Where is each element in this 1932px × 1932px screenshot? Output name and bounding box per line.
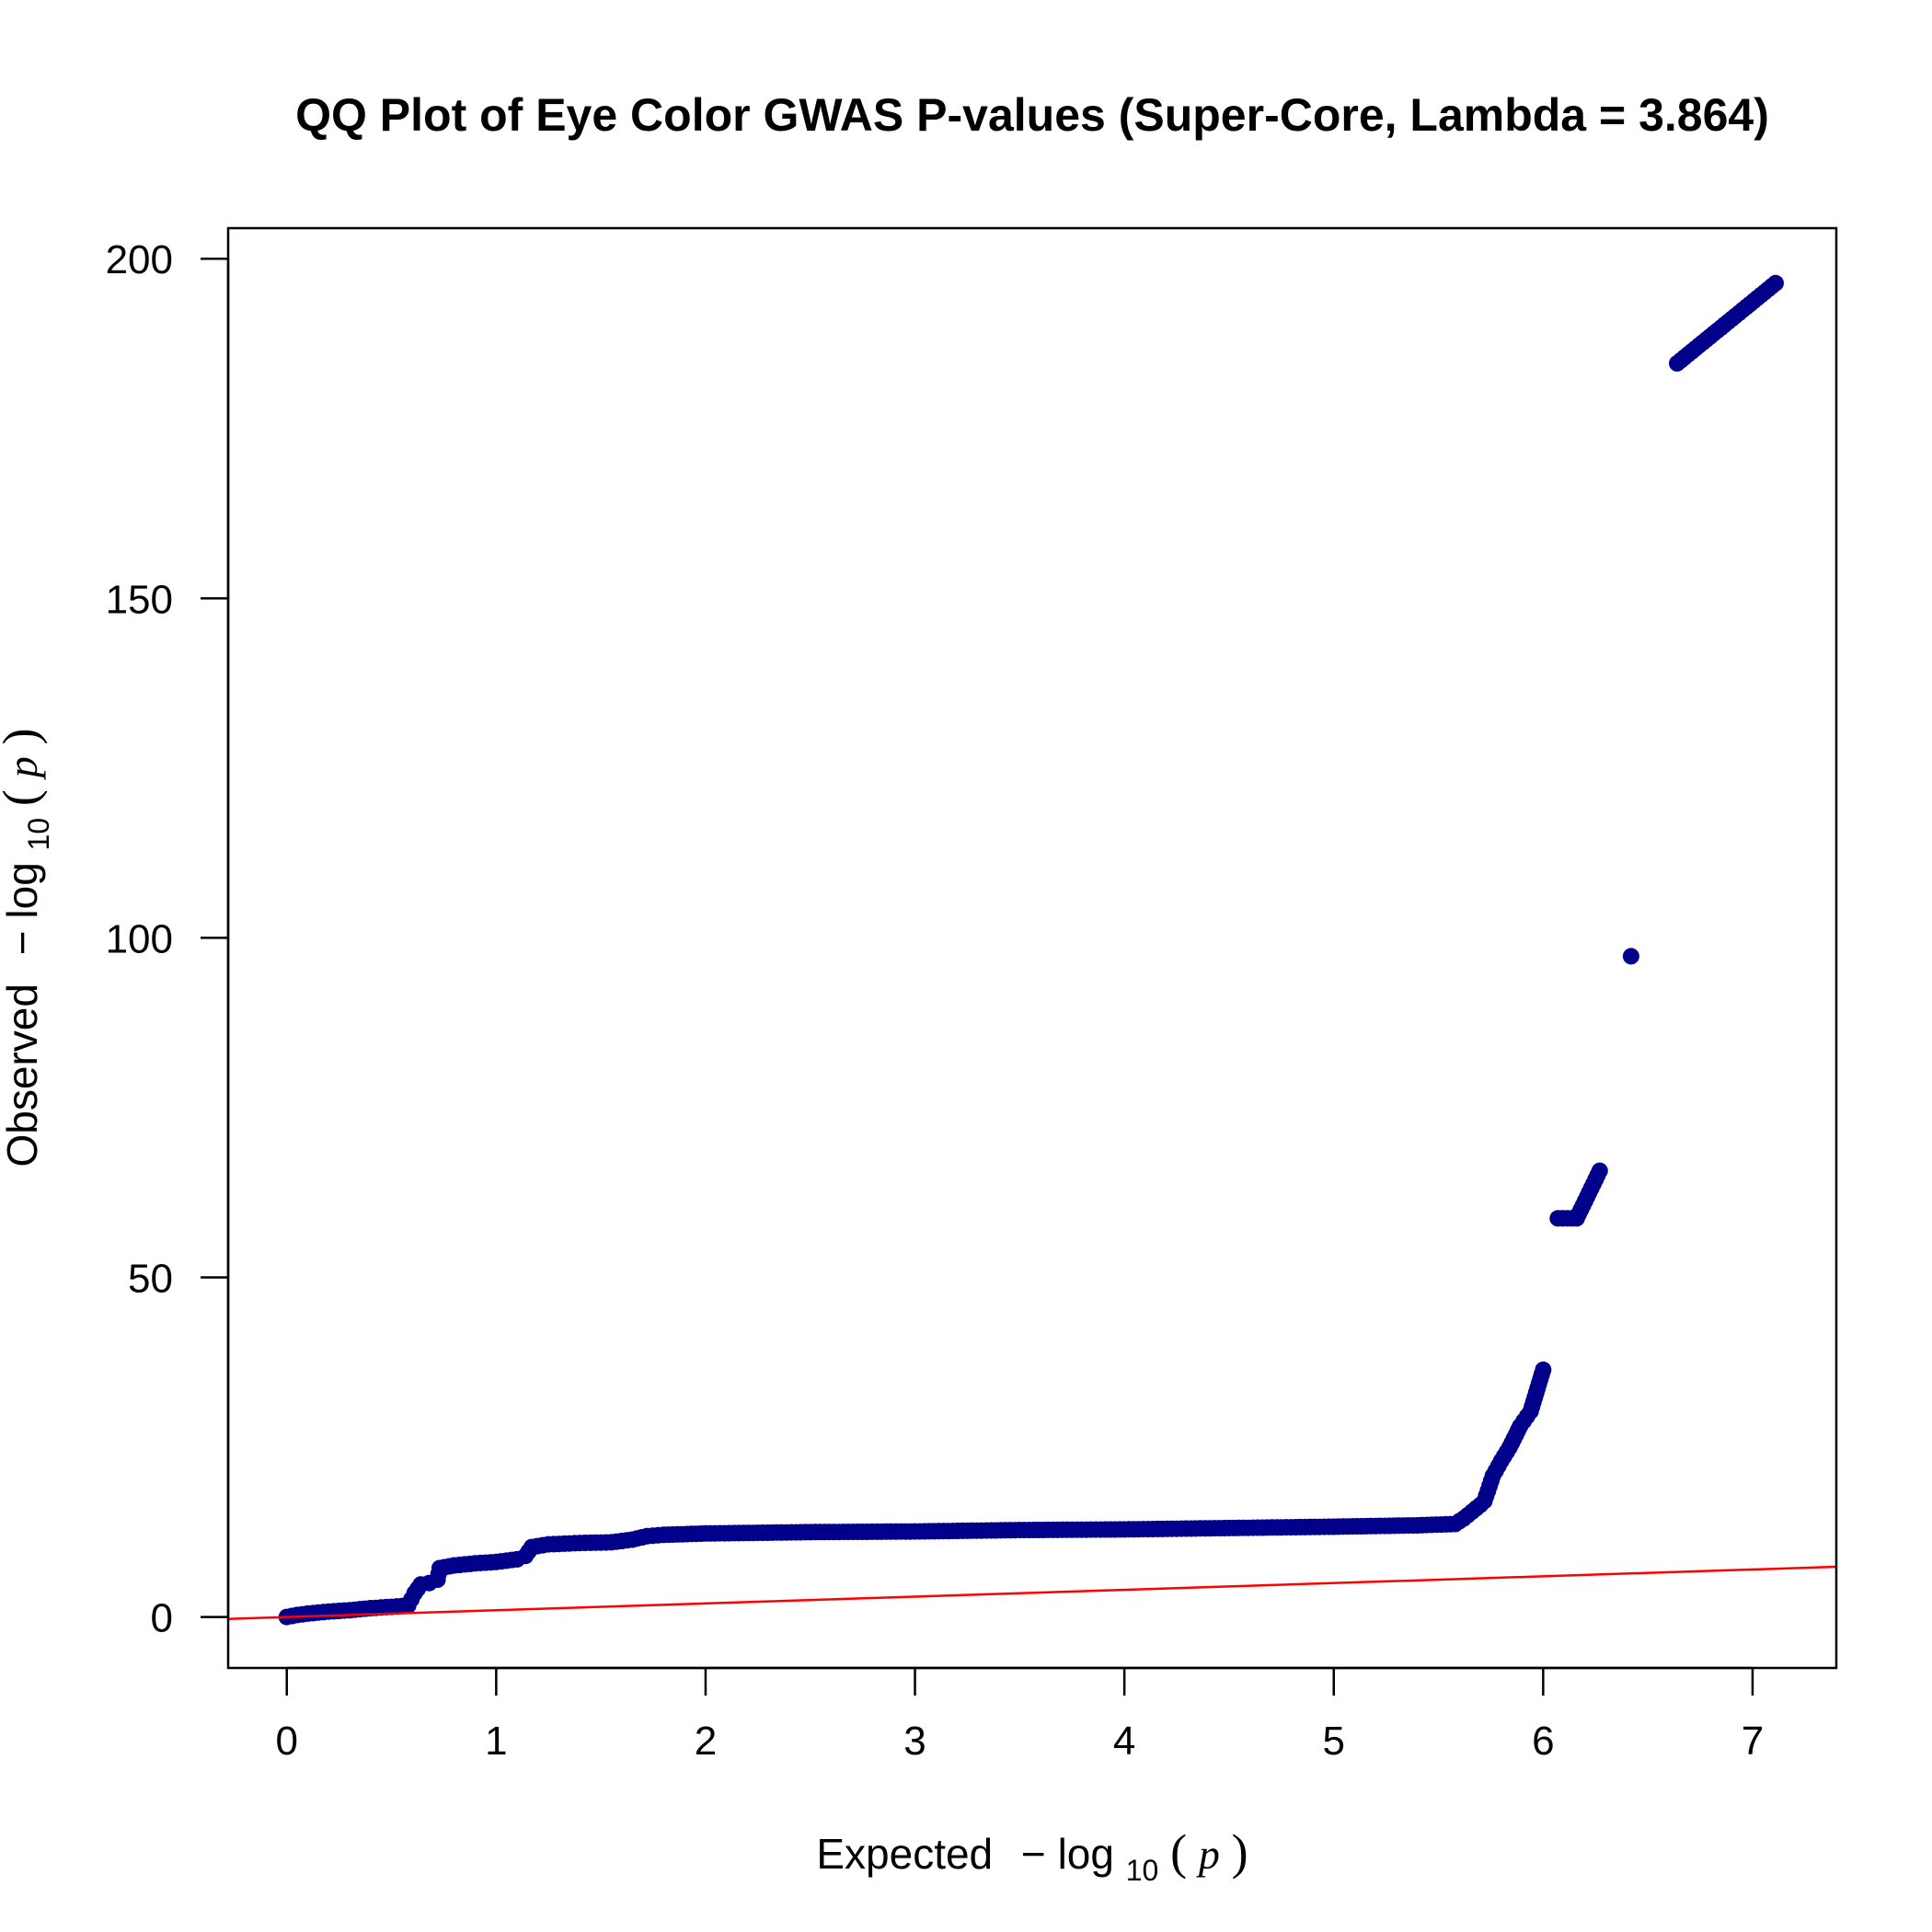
reference-line: [227, 1565, 1837, 1620]
x-tick-label: 0: [275, 1719, 297, 1764]
x-axis-label-sub: 10: [1126, 1854, 1159, 1887]
x-axis-label-log: log: [1058, 1830, 1114, 1878]
y-tick-label: 50: [128, 1257, 173, 1302]
y-axis-label-sub: 10: [22, 818, 55, 851]
y-axis-label-minus: −: [0, 930, 46, 955]
y-tick-label: 200: [106, 237, 173, 282]
x-tick-label: 5: [1323, 1719, 1345, 1764]
data-point: [1622, 948, 1639, 965]
y-axis-label-word: Observed: [0, 983, 46, 1167]
y-axis-label-var: p: [0, 756, 46, 780]
data-point: [1591, 1162, 1608, 1179]
y-tick-label: 0: [151, 1596, 173, 1641]
chart-title: QQ Plot of Eye Color GWAS P-values (Supe…: [295, 89, 1769, 141]
x-axis-label-minus: −: [1021, 1830, 1046, 1878]
y-axis-label-log: log: [0, 862, 46, 918]
x-tick-label: 7: [1742, 1719, 1764, 1764]
y-axis-label-open: (: [0, 789, 48, 806]
x-axis-label-close: ): [1232, 1824, 1248, 1880]
x-axis-label: Expected − log 10 ( p ): [816, 1824, 1248, 1890]
x-tick-label: 4: [1113, 1719, 1135, 1764]
y-tick-label: 150: [106, 577, 173, 622]
y-tick-label: 100: [106, 916, 173, 961]
data-point: [1535, 1361, 1552, 1378]
x-tick-label: 3: [903, 1719, 926, 1764]
plot-frame: [226, 226, 1838, 1670]
x-tick-label: 2: [695, 1719, 717, 1764]
x-axis-label-var: p: [1196, 1831, 1220, 1878]
x-tick-label: 6: [1532, 1719, 1554, 1764]
x-axis-label-open: (: [1170, 1824, 1187, 1880]
x-axis-label-word: Expected: [816, 1830, 993, 1878]
x-tick-label: 1: [485, 1719, 507, 1764]
data-point: [1767, 274, 1784, 292]
y-axis-label-close: ): [0, 729, 48, 745]
y-axis-label: Observed − log 10 ( p ): [0, 729, 58, 1167]
